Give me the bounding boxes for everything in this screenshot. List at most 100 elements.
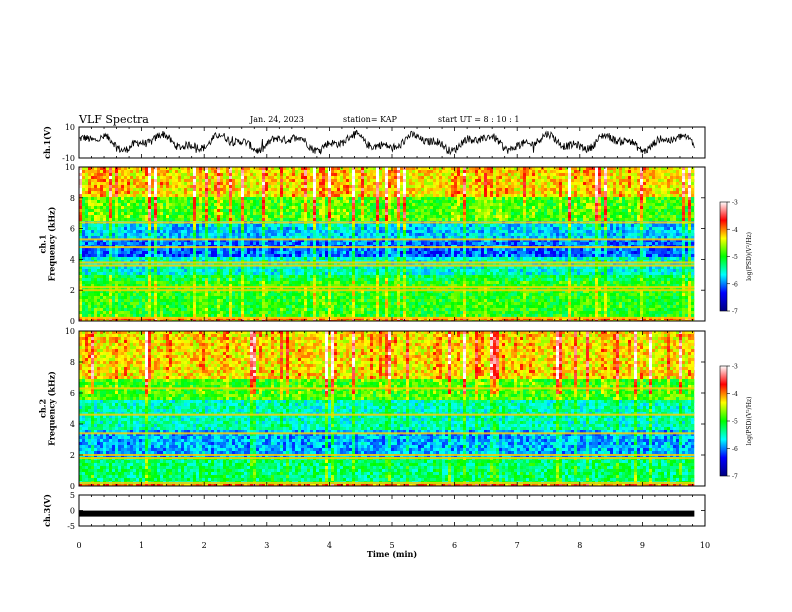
spectrogram-cell [463, 179, 467, 183]
spectrogram-cell [280, 191, 284, 195]
spectrogram-cell [433, 209, 437, 213]
spectrogram-cell [532, 179, 536, 183]
spectrogram-cell [673, 191, 677, 195]
spectrogram-cell [280, 173, 284, 177]
spectrogram-cell [160, 176, 164, 180]
spectrogram-cell [460, 200, 464, 204]
spectrogram-cell [472, 230, 476, 234]
spectrogram-cell [385, 179, 389, 183]
spectrogram-cell [235, 182, 239, 186]
spectrogram-cell [445, 173, 449, 177]
spectrogram-cell [496, 215, 500, 219]
spectrogram-cell [94, 173, 98, 177]
spectrogram-cell [463, 224, 467, 228]
spectrogram-cell [202, 167, 206, 171]
spectrogram-cell [394, 185, 398, 189]
spectrogram-cell [250, 185, 254, 189]
spectrogram-cell [292, 185, 296, 189]
spectrogram-cell [691, 170, 695, 174]
spectrogram-cell [577, 215, 581, 219]
spectrogram-cell [115, 215, 119, 219]
spectrogram-cell [265, 194, 269, 198]
spectrogram-cell [556, 224, 560, 228]
spectrogram-cell [532, 230, 536, 234]
spectrogram-cell [382, 167, 386, 171]
spectrogram-cell [460, 191, 464, 195]
spectrogram-cell [424, 227, 428, 231]
spectrogram-cell [469, 233, 473, 237]
spectrogram-cell [304, 182, 308, 186]
spectrogram-cell [430, 236, 434, 240]
spectrogram-cell [289, 197, 293, 201]
spectrogram-cell [286, 188, 290, 192]
spectrogram-cell [130, 224, 134, 228]
spectrogram-cell [277, 203, 281, 207]
spectrogram-cell [271, 227, 275, 231]
spectrogram-cell [151, 194, 155, 198]
spectrogram-cell [334, 170, 338, 174]
spectrogram-cell [310, 191, 314, 195]
spectrogram-cell [361, 215, 365, 219]
spectrogram-cell [466, 167, 470, 171]
spectrogram-cell [469, 173, 473, 177]
spectrogram-cell [235, 233, 239, 237]
spectrogram-cell [514, 230, 518, 234]
spectrogram-cell [448, 203, 452, 207]
spectrogram-cell [475, 176, 479, 180]
spectrogram-cell [445, 200, 449, 204]
spectrogram-cell [193, 170, 197, 174]
spectrogram-cell [145, 233, 149, 237]
spectrogram-cell [511, 203, 515, 207]
spectrogram-cell [163, 218, 167, 222]
spectrogram-cell [610, 233, 614, 237]
spectrogram-cell [547, 176, 551, 180]
spectrogram-cell [259, 215, 263, 219]
spectrogram-cell [169, 206, 173, 210]
spectrogram-cell [529, 176, 533, 180]
spectrogram-cell [307, 215, 311, 219]
spectrogram-cell [637, 182, 641, 186]
spectrogram-cell [298, 218, 302, 222]
spectrogram-cell [661, 176, 665, 180]
spectrogram-cell [253, 173, 257, 177]
spectrogram-cell [439, 200, 443, 204]
spectrogram-cell [385, 233, 389, 237]
spectrogram-cell [466, 173, 470, 177]
spectrogram-cell [508, 218, 512, 222]
spectrogram-cell [445, 215, 449, 219]
spectrogram-cell [526, 185, 530, 189]
spectrogram-cell [256, 218, 260, 222]
spectrogram-cell [217, 218, 221, 222]
spectrogram-cell [664, 206, 668, 210]
spectrogram-cell [202, 185, 206, 189]
spectrogram-cell [607, 227, 611, 231]
spectrogram-cell [412, 233, 416, 237]
spectrogram-cell [412, 218, 416, 222]
spectrogram-cell [292, 194, 296, 198]
spectrogram-cell [334, 215, 338, 219]
spectrogram-cell [454, 218, 458, 222]
spectrogram-cell [502, 200, 506, 204]
spectrogram-cell [691, 209, 695, 213]
spectrogram-cell [652, 176, 656, 180]
spectrogram-cell [106, 215, 110, 219]
spectrogram-cell [397, 179, 401, 183]
spectrogram-cell [454, 191, 458, 195]
spectrogram-cell [265, 179, 269, 183]
spectrogram-cell [538, 182, 542, 186]
spectrogram-cell [190, 206, 194, 210]
spectrogram-cell [88, 170, 92, 174]
spectrogram-cell [379, 170, 383, 174]
spectrogram-cell [85, 212, 89, 216]
spectrogram-cell [610, 176, 614, 180]
spectrogram-cell [82, 188, 86, 192]
spectrogram-cell [652, 212, 656, 216]
spectrogram-cell [682, 170, 686, 174]
spectrogram-cell [670, 170, 674, 174]
spectrogram-cell [562, 227, 566, 231]
spectrogram-cell [262, 200, 266, 204]
spectrogram-cell [556, 197, 560, 201]
spectrogram-cell [295, 215, 299, 219]
spectrogram-cell [664, 230, 668, 234]
spectrogram-cell [244, 218, 248, 222]
